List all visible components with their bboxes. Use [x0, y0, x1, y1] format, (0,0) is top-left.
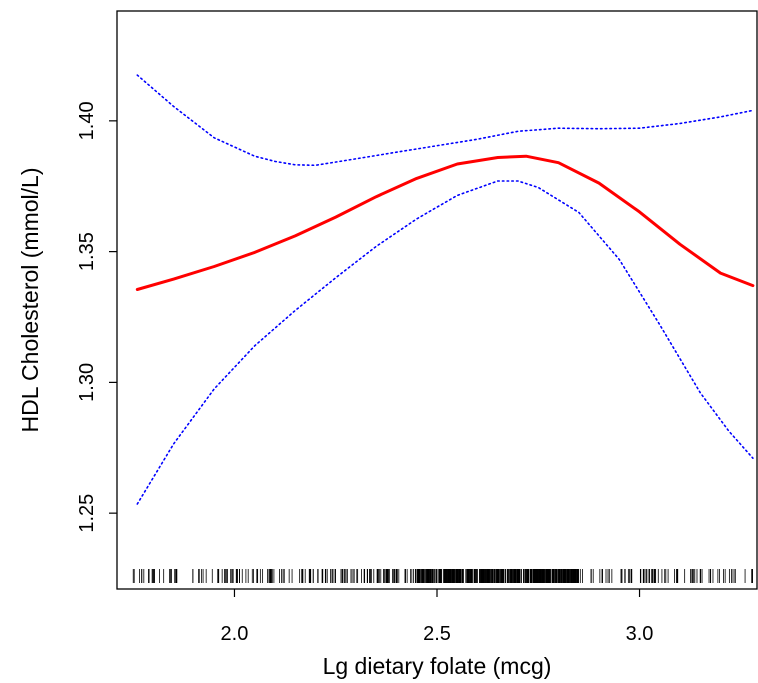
rug-plot: [132, 569, 753, 583]
x-tick-label: 2.5: [423, 623, 451, 645]
plot-area: [116, 10, 758, 590]
plot-frame: [116, 10, 758, 590]
series-group: [135, 74, 755, 505]
x-axis-title: Lg dietary folate (mcg): [323, 653, 552, 679]
y-tick-label: 1.30: [76, 363, 98, 402]
y-axis-title: HDL Cholesterol (mmol/L): [17, 168, 43, 433]
y-tick-label: 1.40: [76, 101, 98, 140]
y-tick-label: 1.35: [76, 232, 98, 271]
x-tick-label: 2.0: [221, 623, 249, 645]
estimate-line: [135, 154, 755, 291]
x-tick-label: 3.0: [626, 623, 654, 645]
x-axis: 2.0 2.5 3.0: [221, 589, 654, 645]
y-tick-label: 1.25: [76, 494, 98, 533]
upper-ci-line: [136, 74, 754, 167]
y-axis: 1.25 1.30 1.35 1.40: [76, 101, 117, 533]
lower-ci-line: [136, 180, 754, 505]
